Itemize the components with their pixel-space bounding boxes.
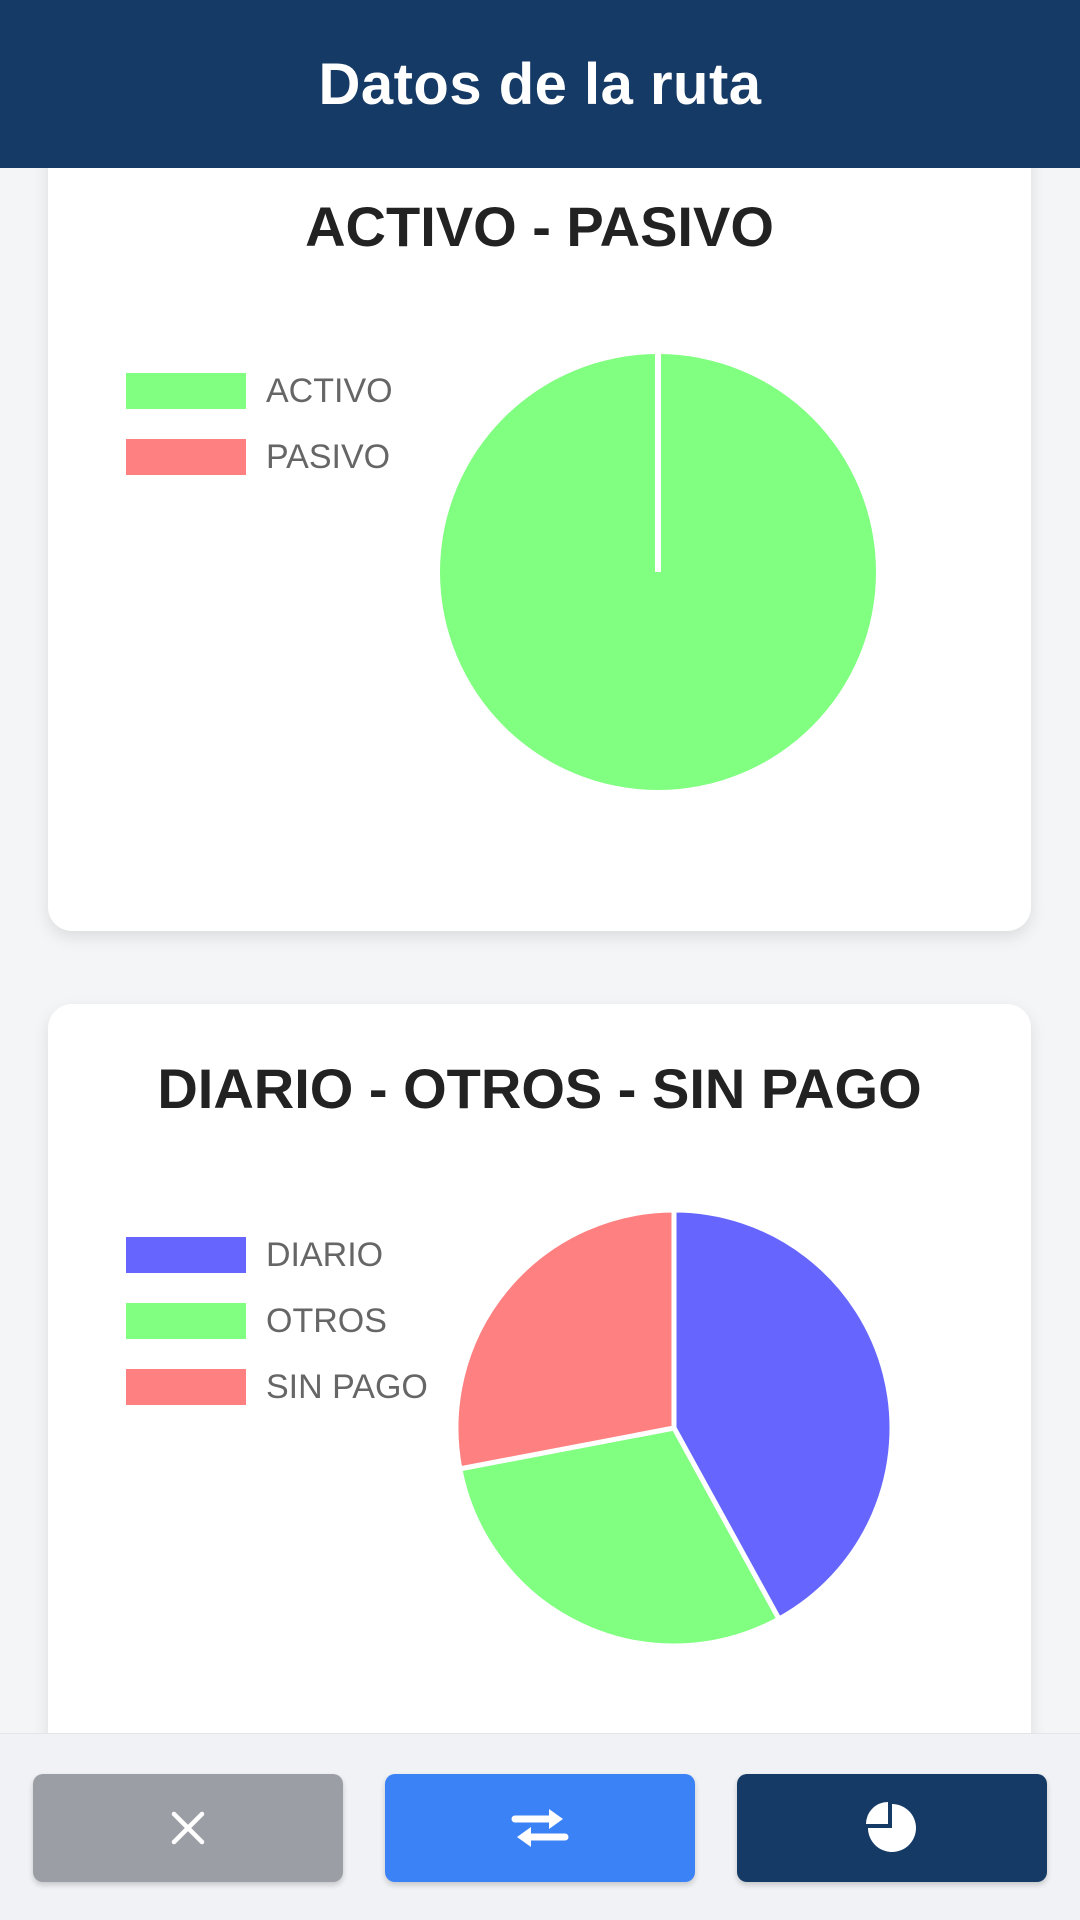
pie-slice-otros[interactable]: [457, 1425, 782, 1649]
legend-item-diario[interactable]: DIARIO: [126, 1222, 428, 1288]
close-icon: [168, 1808, 208, 1848]
legend-label: PASIVO: [266, 437, 391, 476]
legend-swatch: [126, 373, 246, 409]
pie-slice-diario[interactable]: [671, 1207, 895, 1622]
legend-label: OTROS: [266, 1301, 387, 1340]
legend-label: ACTIVO: [266, 371, 393, 410]
legend-swatch: [126, 1237, 246, 1273]
legend-item-otros[interactable]: OTROS: [126, 1288, 428, 1354]
legend-item-activo[interactable]: ACTIVO: [126, 358, 393, 424]
legend-label: DIARIO: [266, 1235, 384, 1274]
chart-title: DIARIO - OTROS - SIN PAGO: [157, 1057, 922, 1120]
legend-label: SIN PAGO: [266, 1367, 428, 1406]
close-button[interactable]: [33, 1774, 343, 1882]
legend-item-pasivo[interactable]: PASIVO: [126, 424, 393, 490]
chart-button[interactable]: [737, 1774, 1047, 1882]
chart-title: ACTIVO - PASIVO: [305, 195, 774, 258]
legend-item-sin-pago[interactable]: SIN PAGO: [126, 1354, 428, 1420]
chart-card-activo-pasivo: ACTIVO - PASIVO ACTIVO PASIVO: [48, 168, 1031, 931]
charts-scroll-area[interactable]: ACTIVO - PASIVO ACTIVO PASIVO DIARIO - O…: [0, 168, 1080, 1733]
pie-chart-diario-otros-sin-pago: [453, 1207, 895, 1649]
pie-chart-icon: [865, 1801, 919, 1855]
bottom-action-bar: [0, 1733, 1080, 1920]
chart-legend: ACTIVO PASIVO: [126, 358, 393, 490]
swap-button[interactable]: [385, 1774, 695, 1882]
legend-swatch: [126, 439, 246, 475]
legend-swatch: [126, 1303, 246, 1339]
swap-arrows-icon: [511, 1805, 569, 1851]
app-header: Datos de la ruta: [0, 0, 1080, 168]
legend-swatch: [126, 1369, 246, 1405]
chart-card-diario-otros-sin-pago: DIARIO - OTROS - SIN PAGO DIARIO OTROS S…: [48, 1004, 1031, 1733]
page-title: Datos de la ruta: [318, 51, 762, 117]
chart-legend: DIARIO OTROS SIN PAGO: [126, 1222, 428, 1420]
pie-chart-activo-pasivo: [440, 354, 876, 790]
pie-slice-sin-pago[interactable]: [453, 1207, 677, 1472]
